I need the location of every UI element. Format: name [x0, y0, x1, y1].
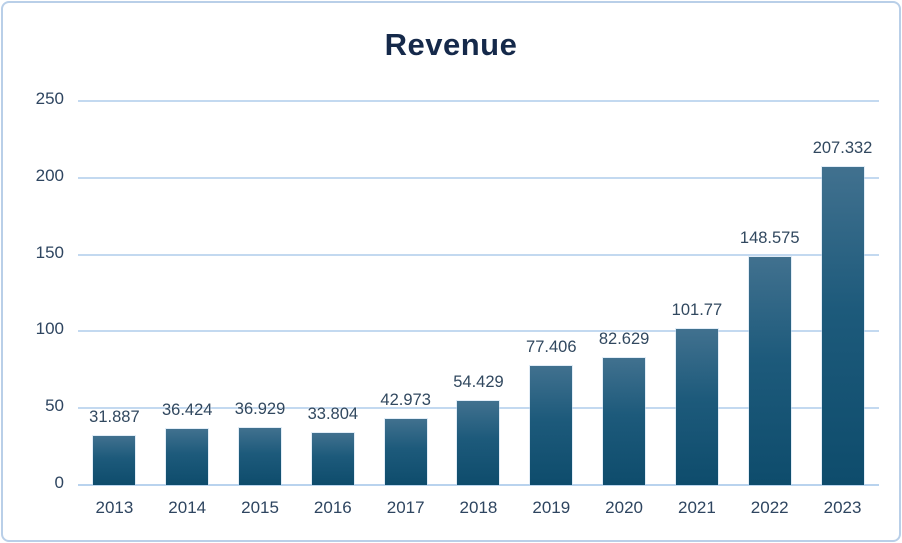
- bar-2020: [603, 358, 646, 485]
- chart-title: Revenue: [384, 27, 518, 62]
- y-axis-tick-label: 0: [54, 473, 64, 492]
- bar-columns: 31.887 2013 36.424 2014 36.929 2015 33.804 2016…: [78, 101, 879, 517]
- bar-2015: [239, 428, 282, 485]
- y-axis-tick-label: 200: [35, 165, 64, 185]
- bar-value-label-2015: 36.929: [234, 400, 286, 419]
- gridline-y100: [78, 330, 879, 333]
- gridline-y200: [78, 176, 879, 179]
- bar-value-label-2021: 101.77: [671, 300, 723, 319]
- bar-column-2015: 36.929 2015: [224, 101, 297, 517]
- bar-value-label-2020: 82.629: [598, 330, 650, 349]
- x-axis-tick-label-2022: 2022: [750, 498, 789, 517]
- bar-value-label-2016: 33.804: [307, 405, 359, 424]
- x-axis-tick-label-2013: 2013: [95, 498, 134, 517]
- x-axis-tick-label-2018: 2018: [459, 498, 498, 517]
- bar-value-label-2022: 148.575: [739, 228, 800, 247]
- bar-2022: [748, 256, 791, 485]
- bar-2018: [457, 401, 500, 485]
- bar-column-2018: 54.429 2018: [442, 101, 515, 517]
- bar-value-label-2013: 31.887: [89, 408, 140, 427]
- bar-2019: [530, 366, 573, 485]
- bar-2014: [166, 429, 209, 485]
- bar-2017: [384, 419, 427, 485]
- bar-column-2023: 207.332 2023: [806, 101, 879, 517]
- bar-column-2017: 42.973 2017: [369, 101, 442, 517]
- y-axis-tick-label: 150: [35, 242, 64, 262]
- x-axis-tick-label-2019: 2019: [532, 498, 571, 517]
- x-axis-tick-label-2020: 2020: [605, 498, 644, 517]
- bar-2021: [675, 328, 718, 485]
- x-axis-tick-label-2014: 2014: [168, 498, 207, 517]
- gridline-y250: [78, 100, 879, 102]
- bar-value-label-2017: 42.973: [380, 391, 431, 409]
- y-axis-tick-label: 50: [45, 396, 64, 416]
- bar-value-label-2014: 36.424: [161, 401, 213, 420]
- bar-column-2020: 82.629 2020: [588, 101, 661, 517]
- bar-value-label-2018: 54.429: [453, 373, 504, 392]
- y-axis-tick-label: 100: [35, 319, 64, 339]
- bar-2013: [93, 436, 136, 485]
- bar-value-label-2019: 77.406: [526, 338, 577, 357]
- x-axis-tick-label-2021: 2021: [677, 498, 716, 517]
- bar-2016: [311, 433, 354, 485]
- bar-column-2022: 148.575 2022: [733, 101, 806, 517]
- bar-column-2013: 31.887 2013: [78, 101, 151, 517]
- x-axis-tick-label-2016: 2016: [313, 498, 352, 517]
- plot-area: 0 50 100 150 200 250 31.887 2013 36.424 2014 36.9…: [36, 89, 879, 517]
- x-axis-tick-label-2017: 2017: [386, 498, 425, 517]
- bar-column-2019: 77.406 2019: [515, 101, 588, 517]
- bar-2023: [821, 166, 864, 485]
- gridline-y150: [78, 253, 879, 256]
- bar-column-2016: 33.804 2016: [296, 101, 369, 517]
- bar-column-2014: 36.424 2014: [151, 101, 224, 517]
- bar-column-2021: 101.77 2021: [661, 101, 734, 517]
- bar-value-label-2023: 207.332: [812, 138, 873, 157]
- gridline-y0: [78, 484, 879, 486]
- x-axis-tick-label-2023: 2023: [823, 498, 862, 517]
- x-axis-tick-label-2015: 2015: [241, 498, 279, 517]
- y-axis-tick-label: 250: [35, 89, 64, 108]
